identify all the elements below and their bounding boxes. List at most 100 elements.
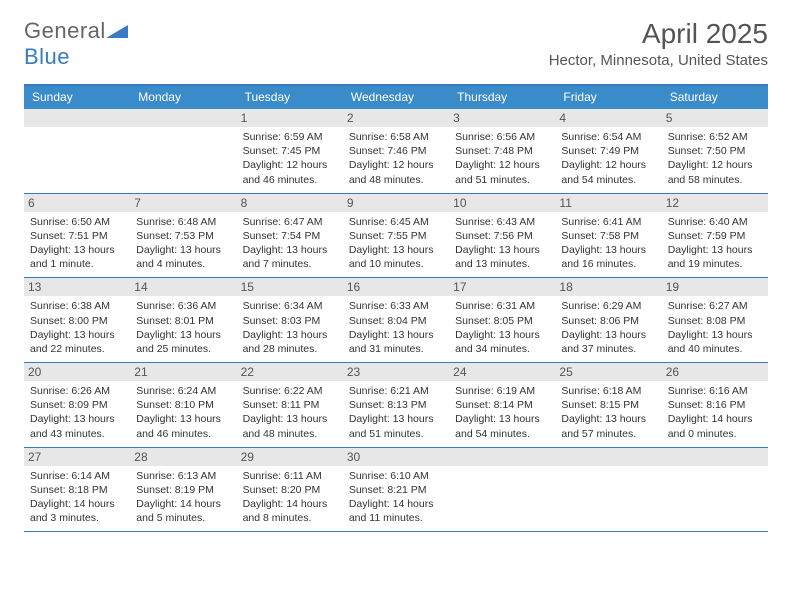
day-info: Sunrise: 6:31 AMSunset: 8:05 PMDaylight:… bbox=[453, 299, 551, 356]
day-info: Sunrise: 6:50 AMSunset: 7:51 PMDaylight:… bbox=[28, 215, 126, 272]
day-info: Sunrise: 6:56 AMSunset: 7:48 PMDaylight:… bbox=[453, 130, 551, 187]
day-number: 3 bbox=[449, 109, 555, 127]
week-row: 27Sunrise: 6:14 AMSunset: 8:18 PMDayligh… bbox=[24, 448, 768, 533]
week-row: 20 Sunrise: 6:26 AMSunset: 8:09 PMDayligh… bbox=[24, 363, 768, 448]
title-block: April 2025 Hector, Minnesota, United Sta… bbox=[549, 18, 768, 69]
day-number: 28 bbox=[130, 448, 236, 466]
day-number: 30 bbox=[343, 448, 449, 466]
day-number: 23 bbox=[343, 363, 449, 381]
day-number: 15 bbox=[237, 278, 343, 296]
day-cell: 26 Sunrise: 6:16 AMSunset: 8:16 PMDayligh… bbox=[662, 363, 768, 447]
day-number: 2 bbox=[343, 109, 449, 127]
day-number: 4 bbox=[555, 109, 661, 127]
day-info: Sunrise: 6:21 AMSunset: 8:13 PMDaylight:… bbox=[347, 384, 445, 441]
day-number: 1 bbox=[237, 109, 343, 127]
day-cell: 11Sunrise: 6:41 AMSunset: 7:58 PMDayligh… bbox=[555, 194, 661, 278]
logo-text: GeneralBlue bbox=[24, 18, 128, 70]
day-cell: 1 Sunrise: 6:59 AMSunset: 7:45 PMDaylight… bbox=[237, 109, 343, 193]
day-cell: 23 Sunrise: 6:21 AMSunset: 8:13 PMDayligh… bbox=[343, 363, 449, 447]
day-cell: 3 Sunrise: 6:56 AMSunset: 7:48 PMDaylight… bbox=[449, 109, 555, 193]
day-cell: 8Sunrise: 6:47 AMSunset: 7:54 PMDaylight… bbox=[237, 194, 343, 278]
day-number: 13 bbox=[24, 278, 130, 296]
day-cell bbox=[130, 109, 236, 193]
day-info: Sunrise: 6:10 AMSunset: 8:21 PMDaylight:… bbox=[347, 469, 445, 526]
day-info: Sunrise: 6:40 AMSunset: 7:59 PMDaylight:… bbox=[666, 215, 764, 272]
day-cell: 27Sunrise: 6:14 AMSunset: 8:18 PMDayligh… bbox=[24, 448, 130, 532]
day-number: 14 bbox=[130, 278, 236, 296]
weeks-container: 1 Sunrise: 6:59 AMSunset: 7:45 PMDaylight… bbox=[24, 109, 768, 532]
day-cell: 9Sunrise: 6:45 AMSunset: 7:55 PMDaylight… bbox=[343, 194, 449, 278]
day-cell: 2 Sunrise: 6:58 AMSunset: 7:46 PMDaylight… bbox=[343, 109, 449, 193]
day-number: 19 bbox=[662, 278, 768, 296]
logo-part2: Blue bbox=[24, 44, 70, 69]
day-cell: 30 Sunrise: 6:10 AMSunset: 8:21 PMDayligh… bbox=[343, 448, 449, 532]
day-cell bbox=[449, 448, 555, 532]
day-info: Sunrise: 6:22 AMSunset: 8:11 PMDaylight:… bbox=[241, 384, 339, 441]
day-cell: 7 Sunrise: 6:48 AMSunset: 7:53 PMDaylight… bbox=[130, 194, 236, 278]
day-number: 18 bbox=[555, 278, 661, 296]
day-cell: 28 Sunrise: 6:13 AMSunset: 8:19 PMDayligh… bbox=[130, 448, 236, 532]
day-info: Sunrise: 6:33 AMSunset: 8:04 PMDaylight:… bbox=[347, 299, 445, 356]
day-info: Sunrise: 6:52 AMSunset: 7:50 PMDaylight:… bbox=[666, 130, 764, 187]
day-info: Sunrise: 6:29 AMSunset: 8:06 PMDaylight:… bbox=[559, 299, 657, 356]
day-cell: 21Sunrise: 6:24 AMSunset: 8:10 PMDayligh… bbox=[130, 363, 236, 447]
day-cell: 12 Sunrise: 6:40 AMSunset: 7:59 PMDayligh… bbox=[662, 194, 768, 278]
day-info: Sunrise: 6:18 AMSunset: 8:15 PMDaylight:… bbox=[559, 384, 657, 441]
day-cell: 13Sunrise: 6:38 AMSunset: 8:00 PMDayligh… bbox=[24, 278, 130, 362]
weekday-header-row: Sunday Monday Tuesday Wednesday Thursday… bbox=[24, 86, 768, 109]
day-cell: 16Sunrise: 6:33 AMSunset: 8:04 PMDayligh… bbox=[343, 278, 449, 362]
header: GeneralBlue April 2025 Hector, Minnesota… bbox=[0, 0, 792, 78]
day-number: 20 bbox=[24, 363, 130, 381]
day-number bbox=[662, 448, 768, 466]
day-number bbox=[449, 448, 555, 466]
day-number: 7 bbox=[130, 194, 236, 212]
weekday-thu: Thursday bbox=[449, 86, 555, 109]
day-info: Sunrise: 6:11 AMSunset: 8:20 PMDaylight:… bbox=[241, 469, 339, 526]
day-number: 9 bbox=[343, 194, 449, 212]
day-info: Sunrise: 6:36 AMSunset: 8:01 PMDaylight:… bbox=[134, 299, 232, 356]
week-row: 6Sunrise: 6:50 AMSunset: 7:51 PMDaylight… bbox=[24, 194, 768, 279]
day-cell: 19 Sunrise: 6:27 AMSunset: 8:08 PMDayligh… bbox=[662, 278, 768, 362]
day-info: Sunrise: 6:48 AMSunset: 7:53 PMDaylight:… bbox=[134, 215, 232, 272]
day-number: 10 bbox=[449, 194, 555, 212]
day-cell: 17 Sunrise: 6:31 AMSunset: 8:05 PMDayligh… bbox=[449, 278, 555, 362]
day-number: 24 bbox=[449, 363, 555, 381]
day-cell bbox=[662, 448, 768, 532]
location-label: Hector, Minnesota, United States bbox=[549, 52, 768, 69]
day-cell: 22 Sunrise: 6:22 AMSunset: 8:11 PMDayligh… bbox=[237, 363, 343, 447]
day-info: Sunrise: 6:14 AMSunset: 8:18 PMDaylight:… bbox=[28, 469, 126, 526]
day-info: Sunrise: 6:59 AMSunset: 7:45 PMDaylight:… bbox=[241, 130, 339, 187]
day-info: Sunrise: 6:27 AMSunset: 8:08 PMDaylight:… bbox=[666, 299, 764, 356]
day-cell: 18 Sunrise: 6:29 AMSunset: 8:06 PMDayligh… bbox=[555, 278, 661, 362]
day-cell: 4 Sunrise: 6:54 AMSunset: 7:49 PMDaylight… bbox=[555, 109, 661, 193]
day-number bbox=[130, 109, 236, 127]
day-number: 29 bbox=[237, 448, 343, 466]
logo: GeneralBlue bbox=[24, 18, 128, 70]
day-info: Sunrise: 6:34 AMSunset: 8:03 PMDaylight:… bbox=[241, 299, 339, 356]
day-info: Sunrise: 6:54 AMSunset: 7:49 PMDaylight:… bbox=[559, 130, 657, 187]
day-number bbox=[24, 109, 130, 127]
day-number: 12 bbox=[662, 194, 768, 212]
day-number: 5 bbox=[662, 109, 768, 127]
day-number: 25 bbox=[555, 363, 661, 381]
logo-part1: General bbox=[24, 18, 106, 43]
day-info: Sunrise: 6:58 AMSunset: 7:46 PMDaylight:… bbox=[347, 130, 445, 187]
day-number: 22 bbox=[237, 363, 343, 381]
day-cell: 10 Sunrise: 6:43 AMSunset: 7:56 PMDayligh… bbox=[449, 194, 555, 278]
day-number bbox=[555, 448, 661, 466]
day-info: Sunrise: 6:41 AMSunset: 7:58 PMDaylight:… bbox=[559, 215, 657, 272]
day-number: 26 bbox=[662, 363, 768, 381]
day-cell: 20 Sunrise: 6:26 AMSunset: 8:09 PMDayligh… bbox=[24, 363, 130, 447]
month-title: April 2025 bbox=[549, 18, 768, 50]
day-number: 17 bbox=[449, 278, 555, 296]
day-info: Sunrise: 6:24 AMSunset: 8:10 PMDaylight:… bbox=[134, 384, 232, 441]
day-cell: 5 Sunrise: 6:52 AMSunset: 7:50 PMDaylight… bbox=[662, 109, 768, 193]
day-cell bbox=[24, 109, 130, 193]
day-info: Sunrise: 6:47 AMSunset: 7:54 PMDaylight:… bbox=[241, 215, 339, 272]
day-info: Sunrise: 6:26 AMSunset: 8:09 PMDaylight:… bbox=[28, 384, 126, 441]
day-cell: 29 Sunrise: 6:11 AMSunset: 8:20 PMDayligh… bbox=[237, 448, 343, 532]
day-cell: 14 Sunrise: 6:36 AMSunset: 8:01 PMDayligh… bbox=[130, 278, 236, 362]
day-info: Sunrise: 6:13 AMSunset: 8:19 PMDaylight:… bbox=[134, 469, 232, 526]
day-info: Sunrise: 6:16 AMSunset: 8:16 PMDaylight:… bbox=[666, 384, 764, 441]
day-info: Sunrise: 6:43 AMSunset: 7:56 PMDaylight:… bbox=[453, 215, 551, 272]
